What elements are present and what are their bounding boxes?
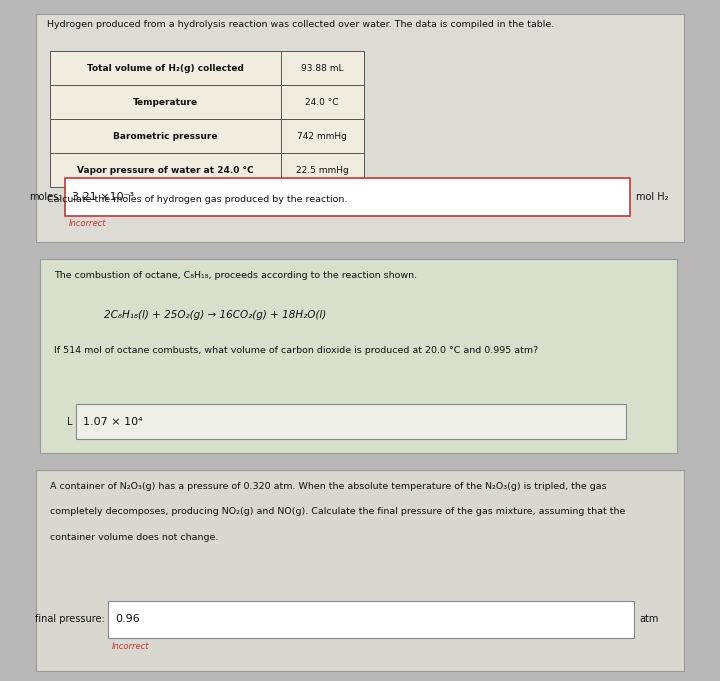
Text: A container of N₂O₃(g) has a pressure of 0.320 atm. When the absolute temperatur: A container of N₂O₃(g) has a pressure of… [50,482,607,491]
Text: 742 mmHg: 742 mmHg [297,131,347,141]
Text: container volume does not change.: container volume does not change. [50,533,219,541]
Text: final pressure:: final pressure: [35,614,104,624]
Text: 22.5 mmHg: 22.5 mmHg [296,165,348,175]
Text: 0.96: 0.96 [115,614,140,624]
Text: L: L [66,417,72,426]
Bar [108,601,634,638]
Bar [281,51,364,85]
Text: If 514 mol of octane combusts, what volume of carbon dioxide is produced at 20.0: If 514 mol of octane combusts, what volu… [54,346,539,355]
Text: completely decomposes, producing NO₂(g) and NO(g). Calculate the final pressure : completely decomposes, producing NO₂(g) … [50,507,626,516]
Bar [36,470,684,671]
Text: Barometric pressure: Barometric pressure [113,131,218,141]
Bar [281,153,364,187]
Bar [36,14,684,242]
Text: The combustion of octane, C₈H₁₈, proceeds according to the reaction shown.: The combustion of octane, C₈H₁₈, proceed… [54,271,417,280]
Text: atm: atm [639,614,659,624]
Text: 1.07 × 10⁴: 1.07 × 10⁴ [83,417,143,426]
Bar [40,259,677,453]
Text: Temperature: Temperature [133,97,198,107]
Text: Calculate the moles of hydrogen gas produced by the reaction.: Calculate the moles of hydrogen gas prod… [47,195,347,204]
Text: 93.88 mL: 93.88 mL [301,63,343,73]
Text: Total volume of H₂(g) collected: Total volume of H₂(g) collected [87,63,244,73]
Bar [50,51,281,85]
Text: 3.21 ×10⁻³: 3.21 ×10⁻³ [72,192,134,202]
Bar [65,178,630,216]
Text: mol H₂: mol H₂ [636,192,668,202]
Text: 2C₈H₁₈(l) + 25O₂(g) → 16CO₂(g) + 18H₂O(l): 2C₈H₁₈(l) + 25O₂(g) → 16CO₂(g) + 18H₂O(l… [104,310,327,320]
Text: moles:: moles: [29,192,61,202]
Text: Incorrect: Incorrect [112,642,149,650]
Text: Incorrect: Incorrect [68,219,106,228]
Text: 24.0 °C: 24.0 °C [305,97,339,107]
Text: Vapor pressure of water at 24.0 °C: Vapor pressure of water at 24.0 °C [77,165,254,175]
Bar [50,153,281,187]
Text: Hydrogen produced from a hydrolysis reaction was collected over water. The data : Hydrogen produced from a hydrolysis reac… [47,20,554,29]
Bar [50,119,281,153]
Bar [76,404,626,439]
Bar [281,85,364,119]
Bar [281,119,364,153]
Bar [50,85,281,119]
